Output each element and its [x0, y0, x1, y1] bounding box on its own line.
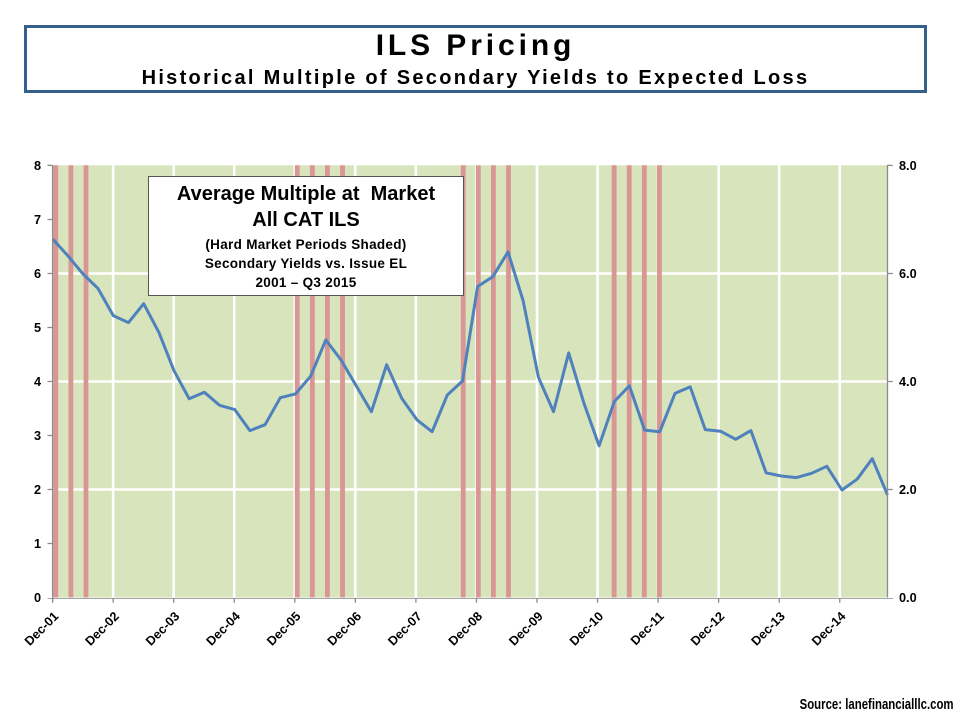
svg-text:Dec-12: Dec-12 — [688, 609, 727, 648]
svg-text:5: 5 — [34, 321, 41, 335]
svg-text:2: 2 — [34, 483, 41, 497]
svg-text:1: 1 — [34, 537, 41, 551]
svg-text:0: 0 — [34, 591, 41, 605]
svg-text:Dec-08: Dec-08 — [446, 609, 485, 648]
svg-text:Dec-04: Dec-04 — [204, 609, 243, 648]
svg-text:Dec-02: Dec-02 — [83, 609, 122, 648]
svg-text:Dec-10: Dec-10 — [567, 609, 606, 648]
svg-text:0.0: 0.0 — [899, 591, 917, 605]
svg-text:Dec-13: Dec-13 — [749, 609, 788, 648]
svg-text:Dec-05: Dec-05 — [264, 609, 303, 648]
svg-text:Dec-11: Dec-11 — [628, 609, 667, 648]
svg-text:4: 4 — [34, 375, 41, 389]
svg-text:6.0: 6.0 — [899, 267, 917, 281]
svg-text:8.0: 8.0 — [899, 159, 917, 173]
svg-text:3: 3 — [34, 429, 41, 443]
svg-text:6: 6 — [34, 267, 41, 281]
svg-text:4.0: 4.0 — [899, 375, 917, 389]
svg-text:Dec-09: Dec-09 — [506, 609, 545, 648]
svg-text:Dec-03: Dec-03 — [143, 609, 182, 648]
svg-text:Dec-06: Dec-06 — [325, 609, 364, 648]
svg-text:Dec-01: Dec-01 — [22, 609, 61, 648]
svg-text:2.0: 2.0 — [899, 483, 917, 497]
svg-text:Dec-14: Dec-14 — [809, 609, 848, 648]
svg-text:7: 7 — [34, 213, 41, 227]
svg-text:8: 8 — [34, 159, 41, 173]
svg-text:Dec-07: Dec-07 — [385, 609, 424, 648]
